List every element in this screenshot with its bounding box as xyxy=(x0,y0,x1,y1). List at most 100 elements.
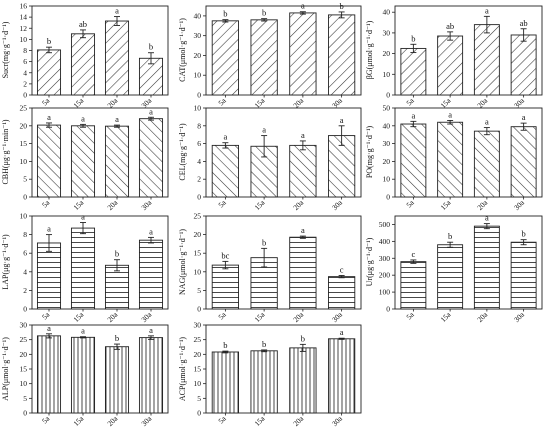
y-tick-label: 10 xyxy=(383,175,391,184)
y-tick-label: 4 xyxy=(23,68,27,77)
y-tick-label: 20 xyxy=(194,350,202,359)
y-tick-label: 4 xyxy=(197,157,201,166)
significance-letter: ab xyxy=(446,21,454,31)
significance-letter: ab xyxy=(520,18,528,28)
significance-letter: a xyxy=(81,113,85,123)
bar xyxy=(36,124,62,198)
significance-letter: b xyxy=(262,8,266,18)
bar xyxy=(104,264,130,310)
y-tick-label: 2 xyxy=(23,286,27,295)
significance-letter: a xyxy=(448,109,452,119)
x-tick-label: 20a xyxy=(475,198,489,212)
y-axis-label: Sucr(mg·g⁻¹·d⁻¹) xyxy=(1,21,10,78)
significance-letter: a xyxy=(262,125,266,135)
significance-letter: a xyxy=(340,327,344,337)
x-tick-label: 20a xyxy=(105,198,119,212)
bar xyxy=(70,227,96,310)
bar xyxy=(400,123,427,198)
significance-letter: a xyxy=(47,112,51,122)
y-tick-label: 20 xyxy=(383,49,391,58)
significance-letter: a xyxy=(149,226,153,236)
significance-letter: b xyxy=(262,237,266,247)
y-tick-label: 500 xyxy=(379,220,391,229)
x-tick-label: 20a xyxy=(105,414,119,428)
x-tick-label: 20a xyxy=(291,310,305,324)
y-tick-label: 10 xyxy=(194,267,202,276)
bar xyxy=(138,118,164,198)
significance-letter: b xyxy=(223,340,227,350)
bar xyxy=(70,33,96,96)
y-tick-label: 20 xyxy=(194,230,202,239)
bar xyxy=(473,225,500,310)
y-axis-label: Ur(μg·g⁻¹·d⁻¹) xyxy=(365,237,374,286)
significance-letter: b xyxy=(47,36,51,46)
x-tick-label: 5a xyxy=(404,310,416,322)
y-tick-label: 8 xyxy=(197,121,201,130)
bar xyxy=(138,239,164,310)
bar xyxy=(211,264,239,310)
y-tick-label: 6 xyxy=(197,139,201,148)
x-tick-label: 15a xyxy=(253,414,267,428)
bar xyxy=(437,35,464,96)
y-tick-label: 10 xyxy=(20,35,28,44)
y-tick-label: 40 xyxy=(383,121,391,130)
bar xyxy=(400,47,427,96)
plot-frame xyxy=(31,107,169,198)
bar xyxy=(70,125,96,198)
x-tick-label: 20a xyxy=(475,310,489,324)
y-tick-label: 30 xyxy=(194,31,202,40)
y-tick-label: 100 xyxy=(379,288,391,297)
x-tick-label: 30a xyxy=(330,414,344,428)
y-tick-label: 5 xyxy=(23,175,27,184)
x-tick-label: 30a xyxy=(139,198,153,212)
y-tick-label: 8 xyxy=(23,230,27,239)
x-tick-label: 5a xyxy=(40,96,52,108)
x-tick-label: 30a xyxy=(512,198,526,212)
panel-polyphenol-oxidase: PO(mg·g⁻¹·d⁻¹) 0 10 20 30 40 50 a 5a a 15a a 20a a 30… xyxy=(365,104,543,212)
significance-letter: b xyxy=(340,1,344,11)
bar xyxy=(250,350,278,414)
x-tick-label: 5a xyxy=(216,414,228,426)
significance-letter: b xyxy=(262,339,266,349)
panel-beta-glucosidase: βG(μmol·g⁻¹·d⁻¹) 010203040b5aab15aa20aab… xyxy=(365,5,543,110)
y-tick-label: 10 xyxy=(383,70,391,79)
significance-letter: c xyxy=(340,265,344,275)
x-tick-label: 5a xyxy=(216,310,228,322)
significance-letter: bc xyxy=(221,250,229,260)
bar xyxy=(104,346,130,414)
y-tick-label: 40 xyxy=(194,11,202,20)
bar xyxy=(250,19,278,96)
x-tick-label: 15a xyxy=(71,414,85,428)
y-tick-label: 10 xyxy=(20,212,28,221)
y-tick-label: 25 xyxy=(194,212,202,221)
y-tick-label: 0 xyxy=(386,305,390,314)
y-tick-label: 15 xyxy=(194,365,202,374)
significance-letter: a xyxy=(81,326,85,336)
plot-frame xyxy=(394,215,543,310)
y-tick-label: 25 xyxy=(20,335,28,344)
x-tick-label: 5a xyxy=(404,198,416,210)
y-tick-label: 0 xyxy=(386,193,390,202)
x-tick-label: 5a xyxy=(216,198,228,210)
bar xyxy=(510,126,537,198)
x-tick-label: 30a xyxy=(330,198,344,212)
significance-letter: b xyxy=(411,33,415,43)
x-tick-label: 5a xyxy=(40,414,52,426)
y-tick-label: 20 xyxy=(20,121,28,130)
bar xyxy=(70,336,96,414)
x-tick-label: 30a xyxy=(512,310,526,324)
significance-letter: b xyxy=(223,9,227,19)
y-axis-label: ALP(μmol·g⁻¹·d⁻¹) xyxy=(1,337,10,401)
y-tick-label: 0 xyxy=(197,193,201,202)
x-tick-label: 5a xyxy=(40,310,52,322)
y-tick-label: 400 xyxy=(379,237,391,246)
significance-letter: a xyxy=(47,224,51,234)
significance-letter: a xyxy=(485,213,489,223)
y-axis-label: CBH(μg·g⁻¹·min⁻¹) xyxy=(1,119,10,184)
y-tick-label: 30 xyxy=(20,321,28,330)
y-tick-label: 0 xyxy=(197,409,201,418)
significance-letter: b xyxy=(301,333,305,343)
y-tick-label: 0 xyxy=(197,305,201,314)
